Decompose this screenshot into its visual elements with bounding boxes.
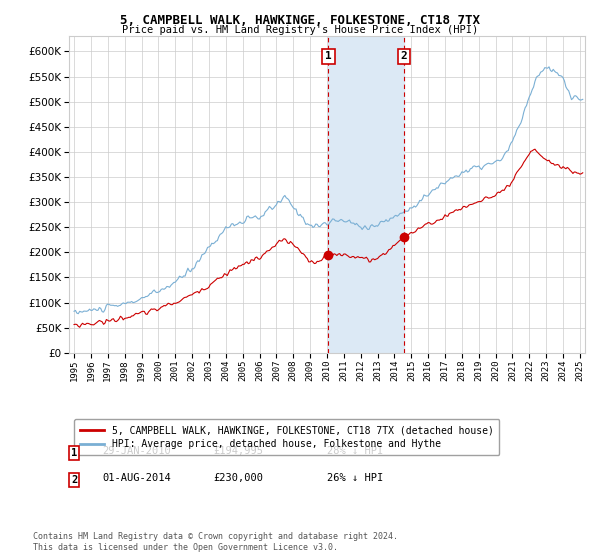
Legend: 5, CAMPBELL WALK, HAWKINGE, FOLKESTONE, CT18 7TX (detached house), HPI: Average : 5, CAMPBELL WALK, HAWKINGE, FOLKESTONE, … — [74, 419, 499, 455]
Text: Price paid vs. HM Land Registry's House Price Index (HPI): Price paid vs. HM Land Registry's House … — [122, 25, 478, 35]
Text: 1: 1 — [71, 448, 77, 458]
Text: 01-AUG-2014: 01-AUG-2014 — [103, 473, 171, 483]
Bar — [328, 36, 404, 353]
Text: £194,995: £194,995 — [214, 446, 263, 456]
Text: 2: 2 — [401, 52, 407, 62]
Text: 29-JAN-2010: 29-JAN-2010 — [103, 446, 171, 456]
Text: 26% ↓ HPI: 26% ↓ HPI — [327, 473, 383, 483]
Text: 1: 1 — [325, 52, 332, 62]
Text: Contains HM Land Registry data © Crown copyright and database right 2024.
This d: Contains HM Land Registry data © Crown c… — [33, 532, 398, 552]
Text: £230,000: £230,000 — [214, 473, 263, 483]
Text: 2: 2 — [71, 475, 77, 484]
Text: 5, CAMPBELL WALK, HAWKINGE, FOLKESTONE, CT18 7TX: 5, CAMPBELL WALK, HAWKINGE, FOLKESTONE, … — [120, 14, 480, 27]
Text: 28% ↓ HPI: 28% ↓ HPI — [327, 446, 383, 456]
